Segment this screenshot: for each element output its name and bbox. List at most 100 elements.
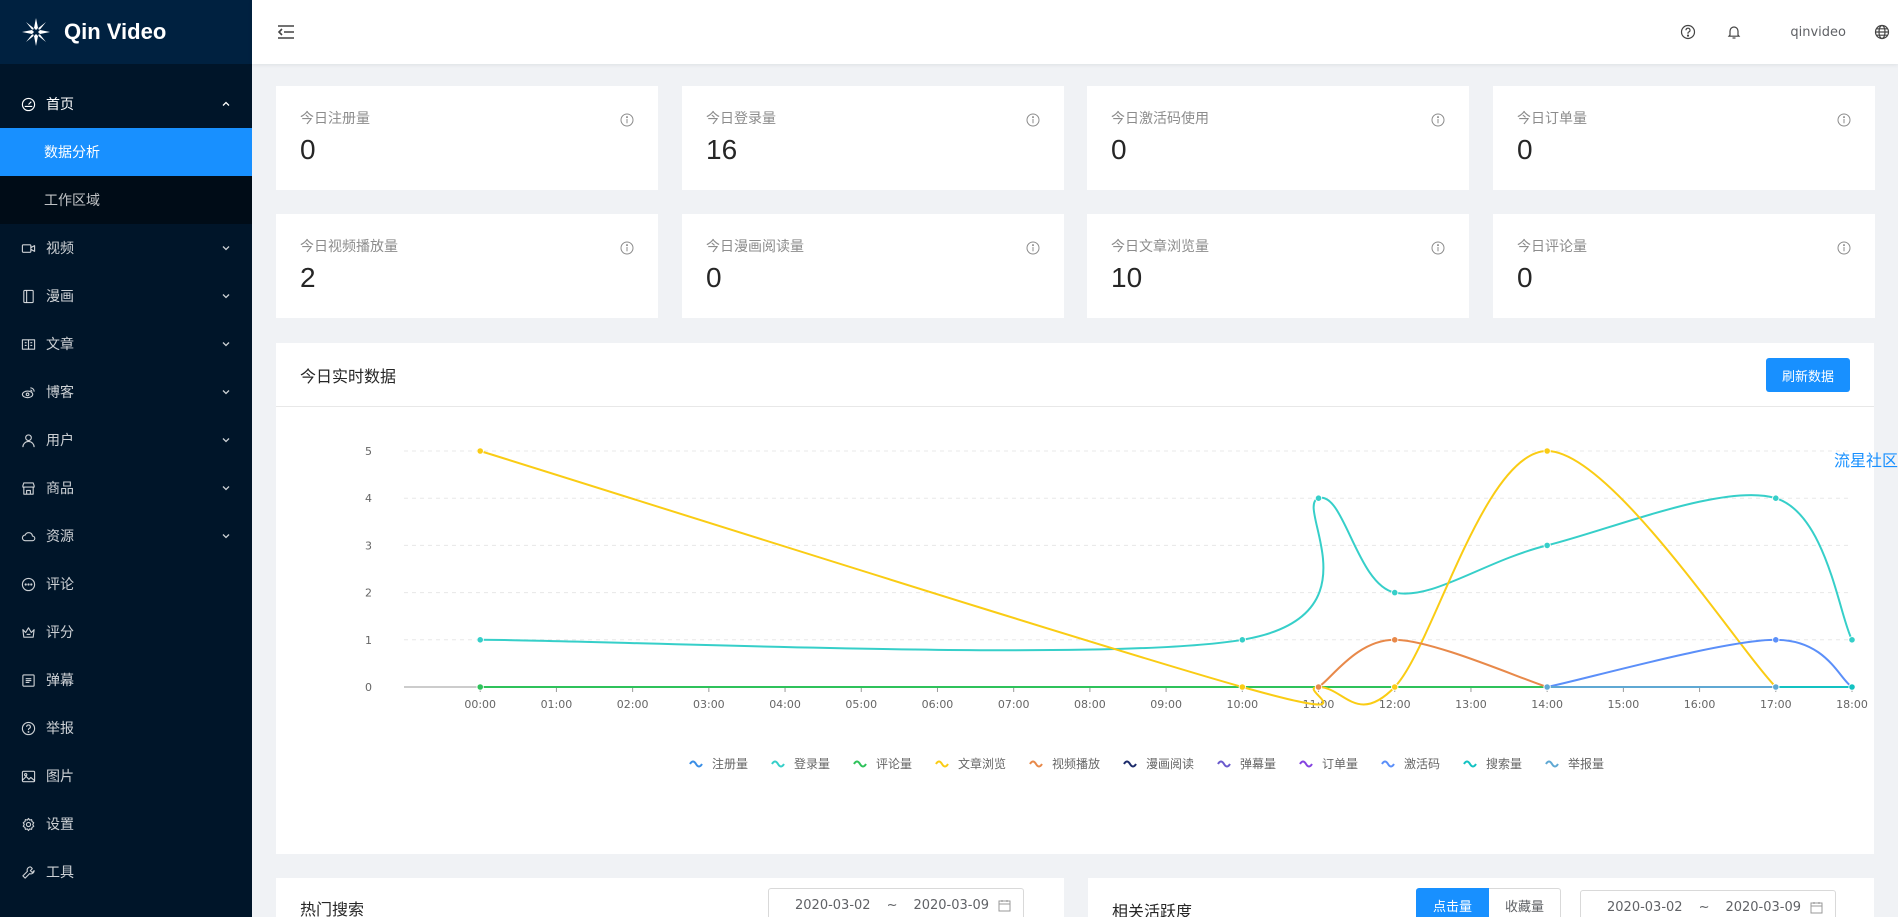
app-title: Qin Video — [64, 19, 167, 44]
chevron-down-icon — [220, 386, 232, 398]
sidebar-item[interactable]: 工具 — [0, 848, 252, 896]
sidebar-item[interactable]: 举报 — [0, 704, 252, 752]
x-tick-label: 00:00 — [464, 698, 496, 711]
stat-card: 今日订单量 0 — [1493, 86, 1875, 190]
info-icon[interactable] — [1431, 112, 1445, 127]
legend-label: 搜索量 — [1486, 756, 1522, 771]
hot-search-date-range[interactable]: 2020-03-02 ~ 2020-03-09 — [768, 888, 1024, 917]
legend-marker — [771, 760, 785, 768]
sidebar-item[interactable]: 评分 — [0, 608, 252, 656]
info-icon[interactable] — [620, 112, 634, 127]
info-icon[interactable] — [1026, 240, 1040, 255]
sidebar-item[interactable]: 视频 — [0, 224, 252, 272]
globe-icon[interactable] — [1872, 22, 1892, 42]
stat-value: 0 — [1517, 262, 1533, 293]
legend-marker — [1029, 760, 1043, 768]
sidebar-item-label: 漫画 — [46, 289, 74, 305]
x-tick-label: 02:00 — [617, 698, 649, 711]
info-icon[interactable] — [1837, 240, 1851, 255]
sidebar-item[interactable]: 设置 — [0, 800, 252, 848]
user-icon — [20, 432, 36, 448]
sidebar-item[interactable]: 资源 — [0, 512, 252, 560]
tab-clicks[interactable]: 点击量 — [1416, 888, 1490, 917]
stat-value: 0 — [300, 134, 316, 165]
sidebar-item-label: 商品 — [46, 481, 74, 497]
y-tick-label: 3 — [365, 539, 372, 552]
video-icon — [20, 240, 36, 256]
x-tick-label: 03:00 — [693, 698, 725, 711]
data-point — [1238, 636, 1246, 644]
main-content: 今日注册量 0 今日登录量 16 今日激活码使用 0 今日订单量 0 今日视频播放量 2 今日漫画阅… — [252, 64, 1898, 917]
chevron-down-icon — [220, 482, 232, 494]
cloud-icon — [20, 528, 36, 544]
data-point — [1543, 683, 1551, 691]
x-tick-label: 09:00 — [1150, 698, 1182, 711]
sidebar-menu: 首页 数据分析工作区域视频漫画文章 博客用户商品资源 评论 评分 弹幕举报图片设置工具 — [0, 64, 252, 896]
stat-card: 今日评论量 0 — [1493, 214, 1875, 318]
info-icon[interactable] — [1026, 112, 1040, 127]
help-icon[interactable] — [1678, 22, 1698, 42]
date-end: 2020-03-09 — [913, 897, 990, 913]
sidebar-item[interactable]: 弹幕 — [0, 656, 252, 704]
sidebar-subitem[interactable]: 数据分析 — [0, 128, 252, 176]
x-tick-label: 14:00 — [1531, 698, 1563, 711]
legend-marker — [853, 760, 867, 768]
sidebar-item[interactable]: 首页 — [0, 80, 252, 128]
date-start: 2020-03-02 — [1607, 899, 1683, 915]
calendar-icon — [1810, 901, 1823, 914]
sidebar-item[interactable]: 博客 — [0, 368, 252, 416]
sidebar-item[interactable]: 评论 — [0, 560, 252, 608]
sidebar-item[interactable]: 用户 — [0, 416, 252, 464]
x-tick-label: 06:00 — [922, 698, 954, 711]
sidebar-item[interactable]: 商品 — [0, 464, 252, 512]
stat-card: 今日漫画阅读量 0 — [682, 214, 1064, 318]
sidebar-item-label: 用户 — [46, 433, 74, 449]
data-point — [1848, 683, 1856, 691]
legend-label: 激活码 — [1404, 757, 1440, 771]
sidebar-item-label: 工具 — [46, 865, 74, 881]
sidebar-item-label: 设置 — [46, 817, 74, 833]
legend-marker — [1217, 760, 1231, 768]
date-start: 2020-03-02 — [795, 897, 871, 913]
data-point — [1848, 636, 1856, 644]
data-point — [1314, 494, 1323, 502]
legend-label: 评论量 — [876, 757, 912, 771]
question-icon — [20, 720, 36, 736]
sidebar-item-label: 举报 — [46, 721, 74, 737]
activity-date-range[interactable]: 2020-03-02 ~ 2020-03-09 — [1580, 890, 1836, 917]
sidebar-item[interactable]: 漫画 — [0, 272, 252, 320]
bell-icon[interactable] — [1724, 22, 1744, 42]
activity-title: 相关活跃度 — [1112, 902, 1193, 917]
chevron-down-icon — [220, 434, 232, 446]
y-tick-label: 5 — [365, 445, 372, 458]
sidebar-subitem[interactable]: 工作区域 — [44, 193, 100, 209]
info-icon[interactable] — [1431, 240, 1445, 255]
sidebar: Qin Video 首页 数据分析工作区域视频漫画文章 博客用户商品资源 评论 评分 弹幕… — [0, 0, 252, 917]
legend-marker — [1545, 760, 1559, 768]
stat-value: 0 — [1517, 134, 1533, 165]
side-community-link[interactable]: 流星社区 — [1834, 451, 1898, 470]
sidebar-item[interactable]: 文章 — [0, 320, 252, 368]
menu-fold-icon[interactable] — [276, 22, 296, 42]
username[interactable]: qinvideo — [1790, 24, 1846, 40]
x-tick-label: 16:00 — [1684, 698, 1716, 711]
data-point — [1772, 636, 1780, 644]
legend-label: 注册量 — [712, 756, 748, 771]
series-line — [1546, 638, 1853, 688]
crown-icon — [20, 624, 36, 640]
activity-card: 相关活跃度 点击量 收藏量 2020-03-02 ~ 2020-03-09 — [1088, 878, 1874, 917]
realtime-header: 今日实时数据 刷新数据 — [276, 343, 1874, 407]
data-point — [1391, 636, 1399, 644]
stat-label: 今日漫画阅读量 — [706, 239, 804, 255]
refresh-button[interactable]: 刷新数据 — [1765, 358, 1850, 392]
x-tick-label: 07:00 — [998, 698, 1030, 711]
sidebar-item[interactable]: 图片 — [0, 752, 252, 800]
info-icon[interactable] — [1837, 112, 1851, 127]
stat-card: 今日登录量 16 — [682, 86, 1064, 190]
picture-icon — [20, 768, 36, 784]
stat-label: 今日视频播放量 — [300, 239, 398, 255]
logo[interactable]: Qin Video — [0, 0, 252, 64]
info-icon[interactable] — [620, 240, 634, 255]
tab-favorites[interactable]: 收藏量 — [1489, 888, 1562, 917]
